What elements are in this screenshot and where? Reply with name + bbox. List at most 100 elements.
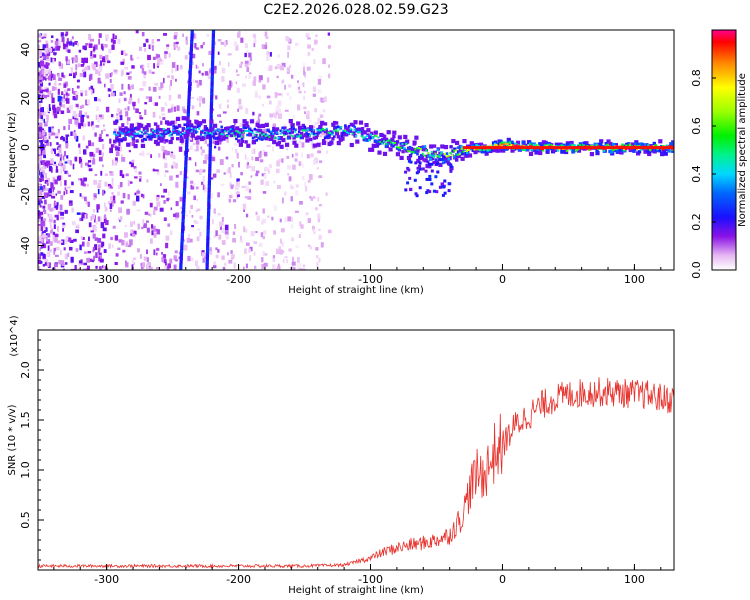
heatmap-cell bbox=[54, 237, 58, 243]
heatmap-cell bbox=[218, 61, 221, 66]
heatmap-cell bbox=[102, 63, 105, 66]
heatmap-cell bbox=[261, 134, 263, 137]
heatmap-cell bbox=[52, 235, 55, 242]
heatmap-cell bbox=[38, 155, 42, 161]
heatmap-cell bbox=[306, 154, 310, 159]
heatmap-cell bbox=[304, 181, 306, 186]
heatmap-cell bbox=[447, 182, 451, 186]
heatmap-cell bbox=[107, 183, 111, 187]
heatmap-cell bbox=[287, 173, 290, 176]
heatmap-cell bbox=[210, 250, 213, 255]
heatmap-cell bbox=[207, 76, 211, 79]
heatmap-cell bbox=[40, 170, 45, 175]
heatmap-cell bbox=[83, 262, 87, 266]
heatmap-cell bbox=[190, 36, 194, 41]
heatmap-cell bbox=[286, 136, 290, 140]
heatmap-cell bbox=[70, 268, 75, 270]
heatmap-cell bbox=[209, 126, 213, 130]
heatmap-cell bbox=[79, 110, 83, 117]
heatmap-cell bbox=[661, 148, 667, 153]
heatmap-cell bbox=[118, 207, 122, 213]
heatmap-cell bbox=[214, 129, 217, 132]
heatmap-cell bbox=[233, 119, 238, 124]
heatmap-cell bbox=[164, 174, 166, 177]
heatmap-cell bbox=[153, 63, 155, 69]
heatmap-cell bbox=[247, 162, 249, 166]
heatmap-cell bbox=[399, 155, 404, 160]
heatmap-cell bbox=[211, 36, 215, 41]
heatmap-cell bbox=[190, 133, 195, 138]
heatmap-cell bbox=[81, 114, 85, 117]
heatmap-cell bbox=[229, 128, 232, 131]
heatmap-cell bbox=[508, 142, 512, 147]
heatmap-cell bbox=[161, 252, 163, 255]
heatmap-cell bbox=[87, 265, 90, 270]
heatmap-cell bbox=[386, 143, 390, 146]
heatmap-cell bbox=[190, 184, 193, 189]
heatmap-cell bbox=[198, 70, 201, 74]
heatmap-cell bbox=[82, 237, 85, 240]
heatmap-cell bbox=[258, 79, 262, 83]
heatmap-cell bbox=[42, 253, 46, 258]
heatmap-cell bbox=[225, 156, 229, 160]
heatmap-cell bbox=[94, 132, 97, 137]
heatmap-cell bbox=[43, 62, 47, 68]
x-tick-label: 100 bbox=[624, 573, 645, 586]
heatmap-cell bbox=[231, 127, 234, 130]
heatmap-cell bbox=[185, 129, 189, 133]
heatmap-cell bbox=[262, 235, 266, 240]
heatmap-cell bbox=[43, 226, 47, 229]
heatmap-cell bbox=[179, 134, 183, 137]
heatmap-cell bbox=[252, 80, 256, 86]
heatmap-cell bbox=[639, 148, 643, 151]
heatmap-cell bbox=[62, 104, 66, 108]
heatmap-cell bbox=[84, 90, 88, 96]
heatmap-cell bbox=[107, 185, 110, 190]
heatmap-cell bbox=[288, 248, 292, 252]
heatmap-cell bbox=[87, 160, 92, 163]
heatmap-cell bbox=[265, 36, 269, 39]
heatmap-cell bbox=[440, 158, 444, 162]
heatmap-cell bbox=[57, 95, 62, 102]
snr-xlabel: Height of straight line (km) bbox=[288, 585, 424, 596]
heatmap-cell bbox=[226, 99, 229, 103]
heatmap-cell bbox=[222, 111, 227, 114]
heatmap-cell bbox=[204, 71, 209, 76]
heatmap-cell bbox=[89, 39, 92, 42]
heatmap-cell bbox=[103, 128, 106, 132]
heatmap-cell bbox=[65, 46, 69, 52]
heatmap-cell bbox=[287, 45, 291, 51]
heatmap-cell bbox=[41, 238, 43, 243]
heatmap-cell bbox=[235, 131, 239, 136]
heatmap-cell bbox=[407, 168, 411, 172]
heatmap-cell bbox=[105, 106, 110, 113]
heatmap-cell bbox=[45, 233, 49, 236]
heatmap-cell bbox=[170, 120, 175, 125]
heatmap-cell bbox=[270, 130, 273, 133]
heatmap-cell bbox=[200, 136, 203, 139]
heatmap-cell bbox=[131, 260, 135, 264]
heatmap-cell bbox=[67, 88, 71, 91]
heatmap-cell bbox=[248, 52, 252, 58]
heatmap-cell bbox=[152, 56, 156, 60]
heatmap-cell bbox=[110, 92, 115, 97]
heatmap-cell bbox=[218, 146, 221, 151]
y-tick-label: -20 bbox=[19, 188, 32, 206]
heatmap-cell bbox=[292, 256, 294, 262]
heatmap-cell bbox=[501, 143, 504, 146]
heatmap-cell bbox=[458, 144, 463, 149]
heatmap-cell bbox=[203, 131, 207, 135]
heatmap-cell bbox=[309, 174, 313, 180]
heatmap-cell bbox=[455, 149, 457, 152]
heatmap-cell bbox=[582, 144, 585, 147]
heatmap-cell bbox=[102, 144, 105, 150]
heatmap-cell bbox=[126, 120, 129, 126]
heatmap-cell bbox=[139, 117, 144, 120]
heatmap-cell bbox=[430, 169, 434, 173]
heatmap-cell bbox=[307, 37, 311, 40]
heatmap-cell bbox=[75, 91, 79, 98]
heatmap-cell bbox=[54, 179, 58, 185]
heatmap-cell bbox=[65, 31, 69, 36]
heatmap-cell bbox=[52, 104, 56, 110]
heatmap-cell bbox=[117, 108, 121, 112]
